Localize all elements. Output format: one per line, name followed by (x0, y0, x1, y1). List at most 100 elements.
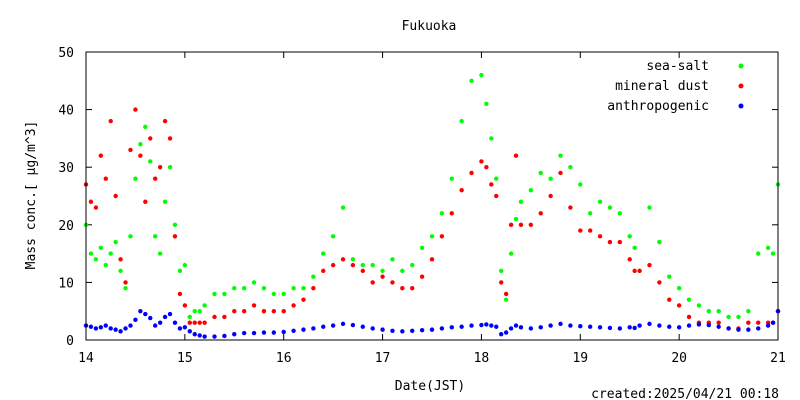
data-point (281, 309, 286, 314)
data-point (617, 239, 623, 245)
data-point (148, 159, 153, 164)
data-point (301, 285, 306, 291)
data-point (212, 314, 217, 320)
x-tick-label: 18 (474, 351, 490, 366)
data-point (548, 323, 553, 328)
data-point (98, 153, 104, 158)
data-point (340, 321, 346, 327)
data-point (123, 280, 128, 285)
data-point (617, 326, 623, 331)
data-point (291, 303, 296, 308)
data-point (128, 147, 133, 153)
data-point (513, 153, 519, 158)
x-tick-label: 20 (671, 351, 687, 366)
data-point (756, 320, 761, 325)
data-point (153, 176, 158, 181)
legend: sea-salt mineral dust anthropogenic (607, 59, 744, 114)
data-point (597, 234, 603, 239)
data-point (503, 297, 509, 302)
data-point (143, 311, 148, 317)
data-point (548, 193, 553, 199)
data-point (503, 330, 509, 335)
data-point (167, 311, 173, 317)
data-point (528, 188, 534, 193)
data-point (558, 170, 563, 176)
x-tick-label: 14 (78, 351, 94, 366)
data-point (410, 328, 415, 333)
data-point (765, 323, 771, 328)
data-point (716, 320, 721, 325)
data-point (143, 124, 148, 130)
data-point (192, 332, 197, 337)
legend-label: sea-salt (646, 59, 709, 74)
data-point (148, 315, 153, 321)
data-point (177, 291, 183, 297)
data-point (429, 234, 435, 239)
data-point (578, 182, 583, 187)
data-point (410, 262, 415, 268)
data-point (291, 285, 296, 291)
series-anthropogenic (83, 309, 781, 339)
data-point (657, 239, 662, 245)
data-point (241, 285, 247, 291)
data-point (400, 329, 405, 334)
data-point (88, 199, 94, 204)
series-mineral-dust (83, 107, 781, 331)
data-point (587, 211, 593, 216)
data-point (113, 327, 118, 332)
data-point (182, 303, 188, 308)
data-point (182, 325, 188, 330)
data-point (103, 176, 108, 181)
data-point (93, 326, 99, 331)
data-point (637, 268, 642, 274)
data-point (449, 325, 454, 330)
data-point (706, 309, 711, 314)
data-point (528, 222, 534, 227)
data-point (212, 291, 217, 297)
data-point (607, 325, 613, 331)
data-points (83, 72, 781, 339)
data-point (607, 205, 613, 210)
data-point (187, 314, 192, 320)
data-point (311, 274, 316, 279)
legend-marker (738, 83, 744, 89)
data-point (469, 78, 474, 84)
data-point (657, 323, 662, 328)
data-point (716, 309, 721, 314)
data-point (162, 314, 168, 320)
legend-marker (738, 103, 744, 109)
data-point (360, 262, 365, 268)
y-tick-label: 30 (58, 161, 74, 176)
data-point (232, 309, 237, 314)
data-point (617, 211, 623, 216)
data-point (232, 332, 237, 337)
data-point (222, 291, 227, 297)
data-point (459, 324, 464, 329)
data-point (410, 285, 415, 291)
data-point (479, 322, 484, 328)
data-point (197, 320, 202, 325)
data-point (439, 211, 445, 216)
data-point (627, 257, 632, 262)
data-point (271, 291, 277, 297)
data-point (148, 136, 153, 141)
data-point (172, 222, 178, 227)
data-point (419, 274, 425, 279)
data-point (696, 303, 702, 308)
data-point (756, 326, 761, 331)
data-point (736, 314, 741, 320)
created-footer: created:2025/04/21 00:18 (591, 387, 779, 400)
data-point (538, 325, 543, 330)
data-point (123, 285, 128, 291)
data-point (548, 176, 553, 181)
data-point (143, 199, 148, 204)
data-point (400, 285, 405, 291)
data-point (765, 245, 771, 251)
data-point (499, 332, 504, 337)
legend-label: mineral dust (615, 79, 709, 94)
data-point (350, 257, 356, 262)
data-point (281, 291, 286, 297)
data-point (370, 262, 375, 268)
data-point (311, 285, 316, 291)
data-point (469, 170, 474, 176)
